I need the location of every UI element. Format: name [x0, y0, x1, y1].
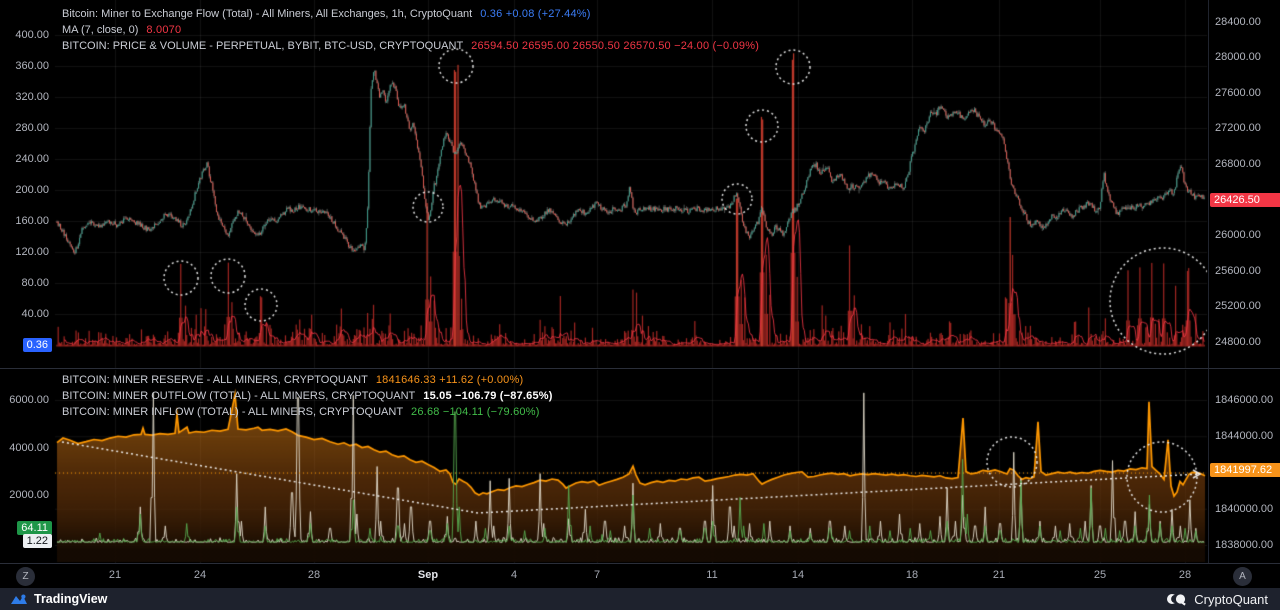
price-last-value-badge: 26426.50	[1210, 193, 1280, 207]
auto-scale-button[interactable]: A	[1233, 567, 1252, 586]
legend-flow-series[interactable]: Bitcoin: Miner to Exchange Flow (Total) …	[62, 6, 759, 22]
flow-axis-tick: 160.00	[15, 215, 49, 227]
flow-axis-tick: 320.00	[15, 91, 49, 103]
pane-divider[interactable]	[0, 368, 1280, 369]
price-axis-tick: 24800.00	[1215, 336, 1261, 348]
tradingview-logo-text: TradingView	[34, 592, 108, 606]
time-axis-label: 4	[510, 569, 518, 581]
time-axis-label: 18	[905, 569, 919, 581]
top-pane-legend: Bitcoin: Miner to Exchange Flow (Total) …	[62, 6, 759, 54]
flow-axis-tick: 360.00	[15, 60, 49, 72]
bottom-pane-legend: BITCOIN: MINER RESERVE - ALL MINERS, CRY…	[62, 372, 553, 420]
flow-axis-tick: 120.00	[15, 246, 49, 258]
legend-reserve-series[interactable]: BITCOIN: MINER RESERVE - ALL MINERS, CRY…	[62, 372, 553, 388]
price-axis-tick: 28000.00	[1215, 51, 1261, 63]
cryptoquant-logo[interactable]: CryptoQuant	[1166, 592, 1268, 607]
flow-price-chart-canvas[interactable]	[0, 0, 1280, 370]
reserve-axis-tick: 1846000.00	[1215, 394, 1274, 406]
flow-last-value-badge: 0.36	[22, 338, 52, 352]
flow-series-title: Bitcoin: Miner to Exchange Flow (Total) …	[62, 8, 473, 20]
reserve-last-value-badge: 1841997.62	[1210, 463, 1280, 477]
legend-outflow-series[interactable]: BITCOIN: MINER OUTFLOW (TOTAL) - ALL MIN…	[62, 388, 553, 404]
time-axis-label: 28	[1178, 569, 1192, 581]
legend-ma-series[interactable]: MA (7, close, 0) 8.0070	[62, 22, 759, 38]
inflow-series-values: 26.68 −104.11 (−79.60%)	[411, 406, 540, 418]
reserve-axis-tick: 1840000.00	[1215, 503, 1274, 515]
time-axis-label: 21	[992, 569, 1006, 581]
price-axis-tick: 27200.00	[1215, 122, 1261, 134]
time-axis-label: 7	[593, 569, 601, 581]
outflow-axis-tick: 4000.00	[9, 442, 49, 454]
time-axis-label: 28	[307, 569, 321, 581]
price-axis-tick: 25200.00	[1215, 300, 1261, 312]
reserve-series-values: 1841646.33 +11.62 (+0.00%)	[375, 374, 524, 386]
time-axis-label: 21	[108, 569, 122, 581]
reserve-axis-tick: 1838000.00	[1215, 539, 1274, 551]
footer-bar: TradingView CryptoQuant	[0, 588, 1280, 610]
flow-series-values: 0.36 +0.08 (+27.44%)	[480, 8, 591, 20]
timezone-button[interactable]: Z	[16, 567, 35, 586]
outflow-series-title: BITCOIN: MINER OUTFLOW (TOTAL) - ALL MIN…	[62, 390, 416, 402]
price-axis-tick: 27600.00	[1215, 87, 1261, 99]
tradingview-logo-icon	[10, 592, 28, 606]
outflow-axis-tick: 2000.00	[9, 489, 49, 501]
outflow-axis-tick: 6000.00	[9, 394, 49, 406]
legend-inflow-series[interactable]: BITCOIN: MINER INFLOW (TOTAL) - ALL MINE…	[62, 404, 553, 420]
ma-series-value: 8.0070	[146, 24, 182, 36]
inflow-series-title: BITCOIN: MINER INFLOW (TOTAL) - ALL MINE…	[62, 406, 404, 418]
reserve-axis-tick: 1844000.00	[1215, 430, 1274, 442]
time-axis-label: 11	[706, 569, 718, 581]
tradingview-logo[interactable]: TradingView	[10, 592, 107, 606]
time-scale[interactable]: Z A 21 24 28 Sep 4 7 11 14 18 21 25 28	[0, 563, 1280, 589]
time-axis-label: 24	[193, 569, 207, 581]
flow-axis-tick: 40.00	[21, 308, 49, 320]
legend-price-series[interactable]: BITCOIN: PRICE & VOLUME - PERPETUAL, BYB…	[62, 38, 759, 54]
left-price-scale[interactable]: 400.00 360.00 320.00 280.00 240.00 200.00 160.…	[0, 0, 55, 563]
miner-reserve-chart-canvas[interactable]	[0, 370, 1280, 563]
right-price-scale[interactable]: 28400.00 28000.00 27600.00 27200.00 26800.00…	[1208, 0, 1280, 563]
inflow-last-value-badge: 64.11	[17, 521, 52, 535]
price-axis-tick: 28400.00	[1215, 16, 1261, 28]
flow-axis-tick: 200.00	[15, 184, 49, 196]
time-axis-label: 14	[791, 569, 805, 581]
outflow-series-values: 15.05 −106.79 (−87.65%)	[423, 390, 553, 402]
flow-axis-tick: 280.00	[15, 122, 49, 134]
price-axis-tick: 26000.00	[1215, 229, 1261, 241]
price-axis-tick: 26800.00	[1215, 158, 1261, 170]
time-axis-label: 25	[1093, 569, 1107, 581]
ma-series-title: MA (7, close, 0)	[62, 24, 139, 36]
flow-axis-tick: 240.00	[15, 153, 49, 165]
cryptoquant-logo-text: CryptoQuant	[1194, 591, 1268, 607]
outflow-last-value-badge: 1.22	[22, 534, 52, 548]
reserve-series-title: BITCOIN: MINER RESERVE - ALL MINERS, CRY…	[62, 374, 368, 386]
flow-axis-tick: 80.00	[21, 277, 49, 289]
cryptoquant-logo-icon	[1166, 592, 1188, 606]
price-scale-divider	[1208, 0, 1209, 563]
flow-axis-tick: 400.00	[15, 29, 49, 41]
time-axis-label: Sep	[417, 569, 439, 581]
price-axis-tick: 25600.00	[1215, 265, 1261, 277]
price-series-values: 26594.50 26595.00 26550.50 26570.50 −24.…	[471, 40, 760, 52]
price-series-title: BITCOIN: PRICE & VOLUME - PERPETUAL, BYB…	[62, 40, 464, 52]
